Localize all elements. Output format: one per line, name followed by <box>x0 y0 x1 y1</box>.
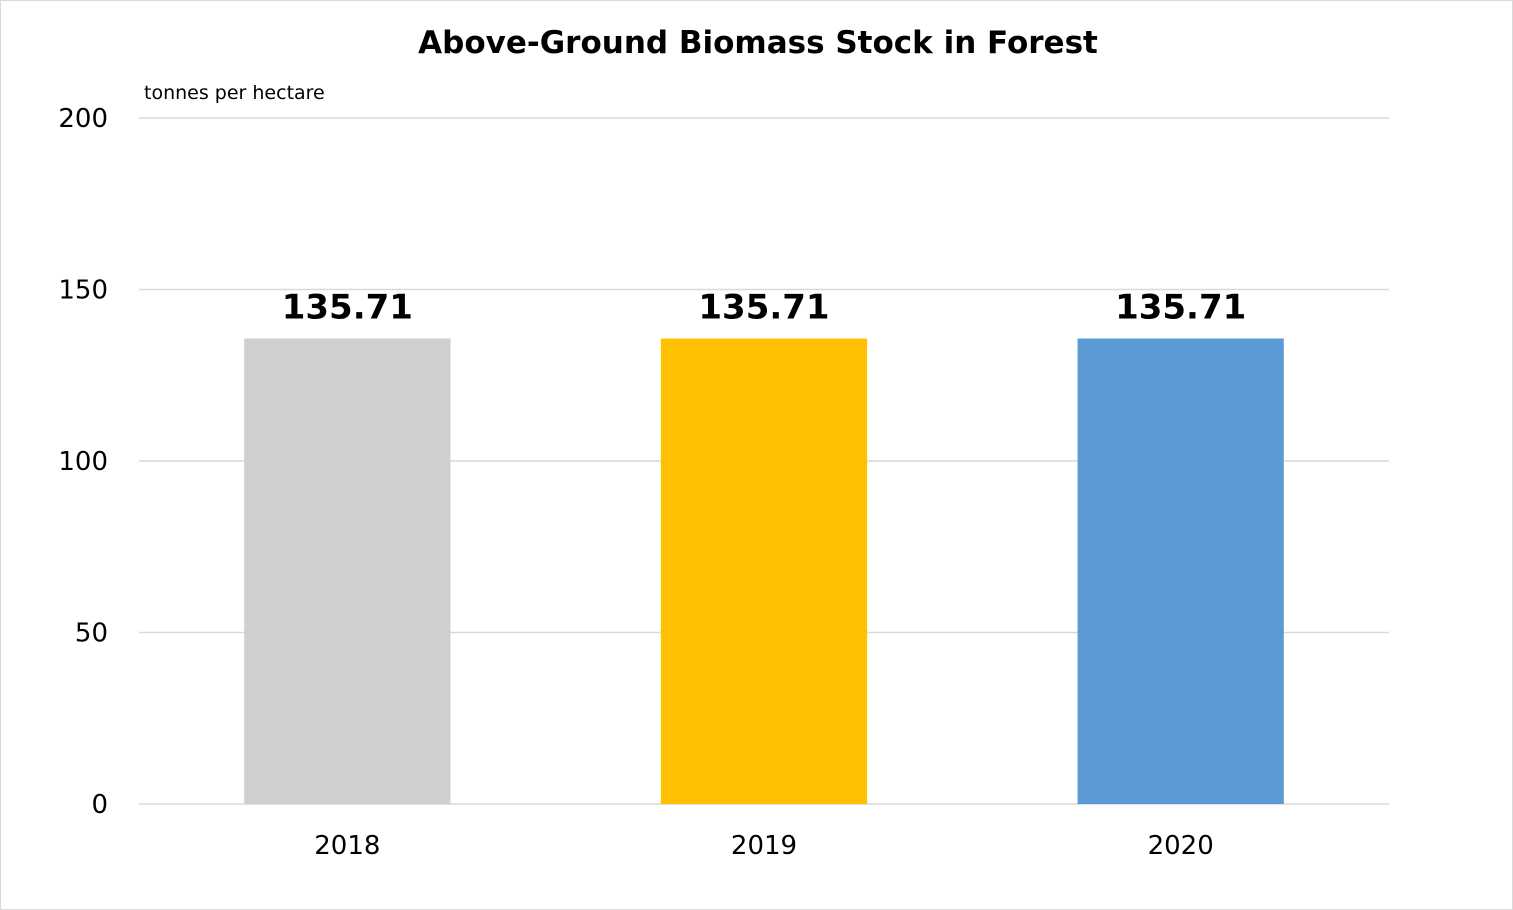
y-tick-label: 150 <box>58 276 108 306</box>
bars <box>244 338 1284 804</box>
y-axis-unit-label: tonnes per hectare <box>144 82 325 104</box>
y-tick-label: 0 <box>91 790 108 820</box>
x-category-label: 2018 <box>314 831 380 861</box>
y-tick-label: 50 <box>75 619 108 649</box>
x-category-label: 2020 <box>1148 831 1214 861</box>
y-axis-ticks: 0 50 100 150 200 <box>58 104 108 820</box>
x-axis-categories: 2018 2019 2020 <box>314 831 1214 861</box>
y-tick-label: 200 <box>58 104 108 134</box>
bar-2020 <box>1077 338 1284 804</box>
data-labels: 135.71 135.71 135.71 <box>282 288 1247 328</box>
x-category-label: 2019 <box>731 831 797 861</box>
data-label-2020: 135.71 <box>1115 288 1246 328</box>
chart-title: Above-Ground Biomass Stock in Forest <box>418 25 1098 61</box>
data-label-2019: 135.71 <box>698 288 829 328</box>
bar-2019 <box>660 338 868 804</box>
bar-2018 <box>244 338 451 804</box>
y-tick-label: 100 <box>58 447 108 477</box>
data-label-2018: 135.71 <box>282 288 413 328</box>
